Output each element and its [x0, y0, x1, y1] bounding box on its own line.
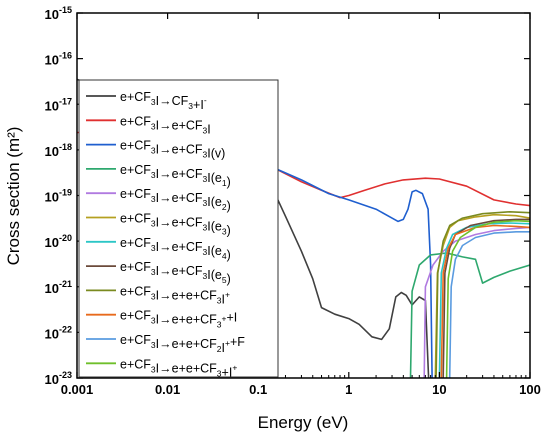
x-tick-label: 0.1 [249, 382, 267, 397]
y-tick-label: 10-22 [45, 324, 72, 341]
legend: e+CF3I→CF3+I-e+CF3I→e+CF3Ie+CF3I→e+CF3I(… [78, 79, 279, 379]
y-tick-label: 10-18 [45, 142, 72, 159]
y-tick-label: 10-16 [45, 51, 72, 68]
series-line-7 [438, 222, 530, 378]
series-line-8 [442, 218, 530, 378]
y-tick-label: 10-19 [45, 188, 72, 205]
series-line-12 [445, 219, 530, 378]
series-line-4 [409, 252, 530, 378]
series-line-10 [440, 224, 530, 378]
x-tick-label: 100 [519, 382, 541, 397]
x-tick-label: 10 [432, 382, 446, 397]
legend-box [78, 79, 279, 378]
series-line-11 [448, 231, 530, 378]
x-tick-label: 0.001 [61, 382, 94, 397]
y-axis-title: Cross section (m²) [4, 127, 23, 266]
x-tick-label: 0.01 [155, 382, 180, 397]
y-tick-label: 10-17 [45, 96, 72, 113]
y-tick-label: 10-21 [45, 279, 72, 296]
x-axis-title: Energy (eV) [258, 413, 349, 432]
x-tick-label: 1 [345, 382, 352, 397]
series-line-5 [423, 226, 530, 378]
y-tick-label: 10-20 [45, 233, 72, 250]
series-line-3 [270, 167, 433, 378]
series-line-9 [435, 211, 530, 378]
y-tick-label: 10-15 [45, 5, 72, 22]
